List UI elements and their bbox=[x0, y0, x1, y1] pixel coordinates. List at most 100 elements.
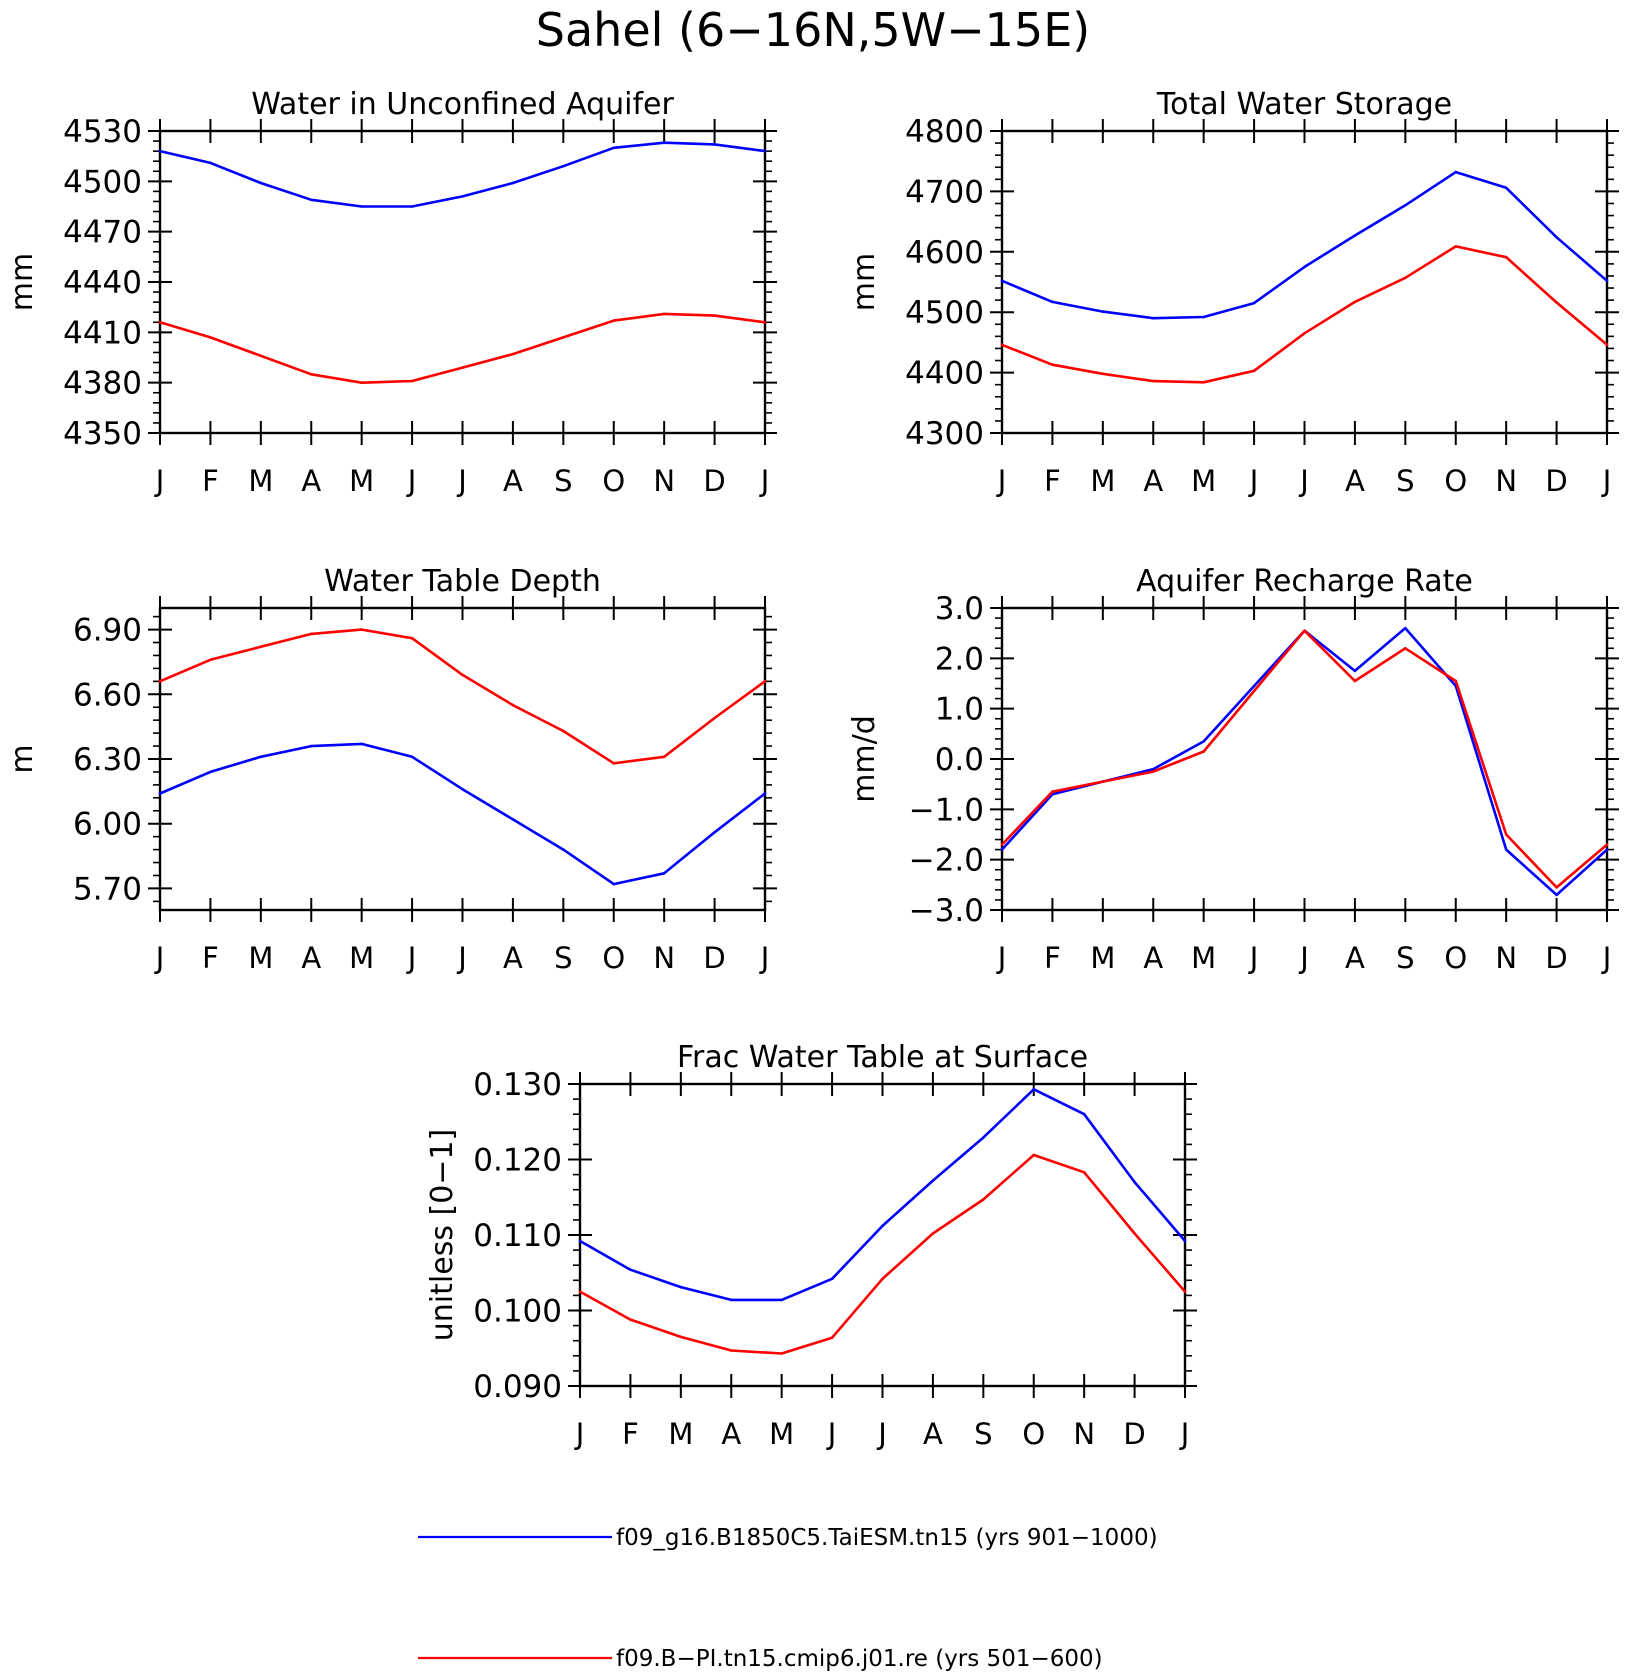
series-0-point bbox=[461, 787, 464, 791]
x-tick-label: M bbox=[248, 941, 273, 975]
series-0-point bbox=[410, 755, 414, 759]
x-tick-label: D bbox=[703, 464, 725, 498]
series-0-point bbox=[1605, 279, 1609, 283]
series-1-point bbox=[931, 1232, 935, 1235]
series-1-point bbox=[1151, 379, 1155, 383]
series-0-point bbox=[982, 1136, 985, 1139]
x-tick-label: M bbox=[668, 1417, 693, 1451]
series-0-point bbox=[360, 742, 363, 746]
legend: f09_g16.B1850C5.TaiESM.tn15 (yrs 901−100… bbox=[418, 1525, 1158, 1672]
x-tick-label: F bbox=[1044, 941, 1061, 975]
x-tick-label: M bbox=[1090, 464, 1115, 498]
series-1-point bbox=[1183, 1290, 1187, 1293]
y-tick-label: −1.0 bbox=[909, 792, 984, 828]
panel-3: Aquifer Recharge Rate −3.0 −2.0 −1.0 0.0 1.0 2… bbox=[847, 564, 1619, 975]
legend-item-blue: f09_g16.B1850C5.TaiESM.tn15 (yrs 901−100… bbox=[418, 1525, 1158, 1551]
series-1-point bbox=[309, 632, 313, 636]
y-tick-label: 4600 bbox=[905, 235, 984, 271]
series-1-point bbox=[1605, 843, 1609, 846]
series-0-point bbox=[1252, 301, 1256, 305]
series-0-point bbox=[1404, 203, 1407, 207]
series-1-point bbox=[982, 1198, 985, 1201]
series-0-point bbox=[158, 792, 162, 795]
series-1-point bbox=[763, 320, 767, 324]
series-line-0 bbox=[579, 1088, 1186, 1302]
x-tick-label: O bbox=[1444, 941, 1467, 975]
series-1-point bbox=[881, 1277, 884, 1281]
series-1-point bbox=[1101, 372, 1105, 376]
y-tick-label: 0.100 bbox=[473, 1294, 562, 1330]
series-1-point bbox=[1353, 300, 1357, 304]
x-tick-label: A bbox=[503, 464, 523, 498]
series-0-point bbox=[881, 1224, 884, 1228]
series-0-point bbox=[713, 143, 716, 146]
y-tick-label: 4700 bbox=[905, 174, 984, 210]
x-tick-label: M bbox=[1191, 464, 1216, 498]
series-0-point bbox=[1151, 767, 1155, 771]
x-tick-label: A bbox=[1143, 464, 1163, 498]
y-tick-label: 0.120 bbox=[473, 1143, 562, 1179]
series-1-point bbox=[158, 680, 162, 683]
y-tick-label: 4470 bbox=[63, 215, 142, 251]
y-tick-label: −2.0 bbox=[909, 843, 984, 879]
series-1-point bbox=[578, 1290, 582, 1293]
y-tick-label: 0.090 bbox=[473, 1369, 562, 1405]
series-0-point bbox=[713, 831, 716, 834]
series-line-0 bbox=[1001, 626, 1608, 897]
series-0-point bbox=[1133, 1180, 1136, 1184]
legend-label-blue: f09_g16.B1850C5.TaiESM.tn15 (yrs 901−100… bbox=[616, 1525, 1158, 1551]
series-0-point bbox=[1082, 1112, 1086, 1116]
x-tick-label: A bbox=[923, 1417, 943, 1451]
y-tick-label: 4350 bbox=[63, 416, 142, 452]
y-tick-label: 6.60 bbox=[73, 677, 142, 713]
series-0-point bbox=[1032, 1087, 1036, 1091]
plot-frame bbox=[158, 129, 767, 435]
series-1-point bbox=[259, 645, 263, 649]
panel-title: Total Water Storage bbox=[1156, 87, 1452, 122]
series-1-point bbox=[679, 1335, 683, 1339]
x-tick-label: M bbox=[349, 941, 374, 975]
series-1-point bbox=[360, 628, 363, 631]
series-1-point bbox=[410, 379, 414, 383]
y-tick-label: 0.130 bbox=[473, 1067, 562, 1103]
series-0-point bbox=[360, 205, 363, 208]
x-tick-label: A bbox=[301, 941, 321, 975]
series-1-point bbox=[763, 680, 767, 683]
series-1-point bbox=[1151, 770, 1155, 773]
legend-label-red: f09.B−PI.tn15.cmip6.j01.re (yrs 501−600) bbox=[616, 1646, 1103, 1672]
series-0-point bbox=[763, 149, 767, 153]
x-tick-label: O bbox=[1022, 1417, 1045, 1451]
x-tick-label: J bbox=[996, 464, 1007, 498]
series-line-1 bbox=[1001, 629, 1608, 889]
series-1-point bbox=[209, 658, 212, 662]
series-0-point bbox=[629, 1268, 632, 1272]
series-0-point bbox=[259, 181, 263, 185]
series-1-point bbox=[410, 636, 414, 640]
y-tick-label: 6.90 bbox=[73, 613, 142, 649]
y-tick-label: 4800 bbox=[905, 114, 984, 150]
series-0-point bbox=[1454, 170, 1458, 174]
x-tick-label: J bbox=[1601, 464, 1612, 498]
x-tick-label: J bbox=[759, 464, 770, 498]
x-tick-label: N bbox=[1495, 941, 1517, 975]
y-tick-label: 0.0 bbox=[935, 742, 984, 778]
series-1-point bbox=[1051, 363, 1054, 367]
series-1-point bbox=[259, 354, 263, 358]
series-1-point bbox=[830, 1336, 834, 1339]
series-1-point bbox=[1082, 1171, 1086, 1174]
x-tick-label: M bbox=[1090, 941, 1115, 975]
series-0-point bbox=[209, 770, 212, 774]
series-0-point bbox=[562, 848, 565, 851]
y-tick-label: 4380 bbox=[63, 366, 142, 402]
series-0-point bbox=[511, 181, 515, 185]
series-1-point bbox=[662, 312, 666, 316]
y-axis-label: m bbox=[5, 744, 40, 773]
series-0-point bbox=[209, 161, 212, 165]
series-1-point bbox=[1353, 679, 1357, 683]
y-tick-label: 6.00 bbox=[73, 807, 142, 843]
series-0-point bbox=[562, 164, 565, 168]
series-0-point bbox=[1605, 848, 1609, 851]
series-0-point bbox=[461, 195, 464, 198]
plot-frame bbox=[1000, 606, 1609, 912]
x-tick-label: J bbox=[1248, 464, 1259, 498]
